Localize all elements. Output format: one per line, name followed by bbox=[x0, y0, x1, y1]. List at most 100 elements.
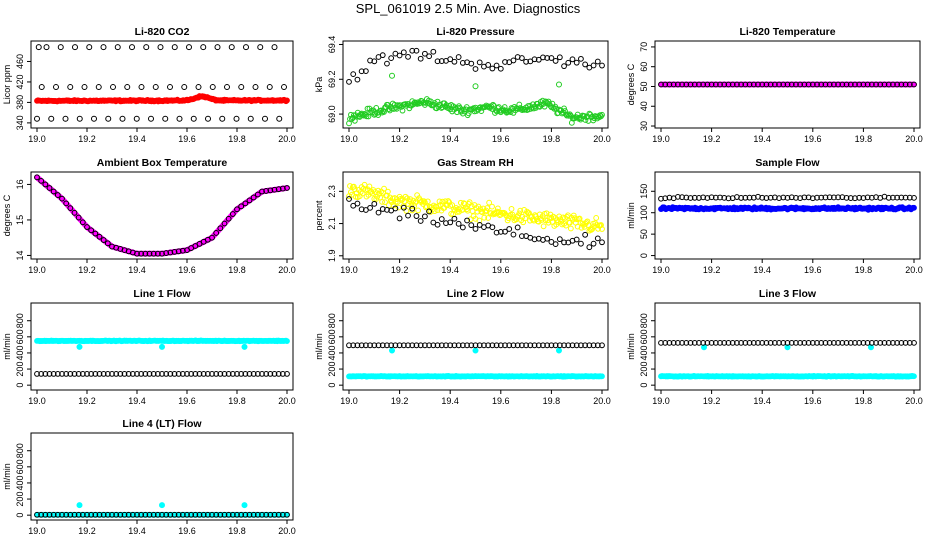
data-point bbox=[556, 342, 563, 349]
data-point bbox=[502, 59, 508, 65]
data-point bbox=[421, 198, 427, 205]
data-point bbox=[911, 194, 917, 201]
data-point bbox=[100, 370, 107, 377]
data-point bbox=[566, 219, 573, 226]
data-point bbox=[573, 342, 580, 349]
data-point bbox=[890, 339, 896, 346]
data-point bbox=[666, 339, 673, 346]
data-point bbox=[455, 220, 462, 227]
data-point bbox=[417, 218, 424, 224]
plot-frame bbox=[30, 302, 294, 391]
x-tick-label: 19.2 bbox=[703, 134, 721, 144]
chart-panel-2: Li-820 Pressure kPa 19.0 19.2 19.4 19.6 19.8 20… bbox=[314, 26, 611, 144]
data-point bbox=[712, 194, 719, 201]
data-point bbox=[399, 107, 406, 114]
data-point bbox=[54, 370, 61, 377]
data-point bbox=[584, 218, 591, 225]
data-point bbox=[687, 81, 694, 88]
data-point bbox=[392, 205, 399, 212]
x-tick-label: 19.6 bbox=[178, 526, 196, 536]
data-point bbox=[809, 195, 816, 202]
data-point bbox=[246, 197, 253, 204]
data-point bbox=[259, 370, 265, 377]
data-point bbox=[461, 201, 468, 207]
data-point bbox=[384, 206, 390, 213]
data-point bbox=[535, 342, 542, 349]
data-point bbox=[911, 81, 917, 88]
data-point bbox=[599, 111, 605, 118]
data-point bbox=[59, 511, 65, 518]
plot-frame bbox=[342, 302, 609, 391]
data-point bbox=[150, 511, 157, 518]
data-point bbox=[868, 194, 875, 201]
data-point bbox=[445, 198, 452, 204]
x-tick-label: 19.4 bbox=[753, 265, 771, 275]
data-point bbox=[569, 56, 576, 63]
data-point bbox=[734, 81, 740, 88]
data-point bbox=[814, 194, 820, 201]
data-layer bbox=[34, 337, 290, 377]
data-point bbox=[588, 226, 595, 233]
data-point bbox=[750, 81, 757, 88]
data-point bbox=[114, 44, 121, 51]
y-tick-label: 400 bbox=[15, 345, 25, 360]
data-point bbox=[121, 511, 128, 518]
data-point bbox=[586, 342, 593, 349]
x-tick-label: 19.4 bbox=[441, 396, 459, 406]
data-point bbox=[674, 339, 681, 346]
x-tick-label: 19.2 bbox=[391, 396, 409, 406]
data-point bbox=[670, 339, 677, 346]
series-line-3-sample- bbox=[658, 344, 917, 380]
data-point bbox=[403, 208, 410, 214]
series-calibration-levels bbox=[34, 44, 287, 122]
data-point bbox=[205, 115, 211, 122]
data-point bbox=[42, 511, 49, 518]
data-point bbox=[224, 84, 230, 91]
x-tick-label: 19.6 bbox=[804, 134, 822, 144]
data-point bbox=[413, 47, 420, 54]
data-point bbox=[142, 250, 149, 257]
data-point bbox=[434, 342, 441, 349]
data-point bbox=[186, 44, 192, 51]
data-point bbox=[213, 230, 220, 236]
data-point bbox=[439, 198, 446, 205]
data-point bbox=[43, 44, 50, 51]
data-point bbox=[84, 370, 90, 377]
data-point bbox=[96, 511, 103, 518]
data-point bbox=[835, 81, 841, 88]
data-point bbox=[738, 339, 745, 346]
data-point bbox=[721, 81, 728, 88]
data-point bbox=[729, 339, 736, 346]
data-point bbox=[531, 236, 538, 243]
y-tick-label: 2.3 bbox=[327, 185, 337, 198]
data-point bbox=[405, 53, 411, 60]
data-point bbox=[104, 370, 111, 377]
data-point bbox=[561, 239, 567, 246]
data-point bbox=[767, 339, 774, 346]
data-point bbox=[389, 72, 396, 79]
data-point bbox=[801, 81, 808, 88]
data-point bbox=[50, 511, 57, 518]
data-point bbox=[48, 115, 55, 122]
data-point bbox=[717, 194, 723, 201]
data-point bbox=[254, 511, 261, 518]
data-point bbox=[204, 511, 211, 518]
y-tick-label: 340 bbox=[15, 115, 25, 130]
data-point bbox=[385, 202, 392, 209]
data-point bbox=[57, 44, 64, 51]
data-point bbox=[409, 207, 416, 214]
data-point bbox=[894, 81, 901, 88]
data-point bbox=[540, 342, 546, 349]
data-point bbox=[497, 228, 504, 235]
data-point bbox=[424, 198, 431, 205]
data-point bbox=[734, 339, 740, 346]
data-point bbox=[683, 194, 690, 201]
data-point bbox=[228, 44, 235, 51]
y-tick-label: 15 bbox=[15, 215, 25, 225]
data-point bbox=[797, 81, 804, 88]
x-tick-label: 19.8 bbox=[228, 134, 246, 144]
data-point bbox=[217, 370, 224, 377]
data-point bbox=[531, 56, 538, 63]
data-point bbox=[234, 206, 240, 213]
data-point bbox=[885, 81, 892, 88]
